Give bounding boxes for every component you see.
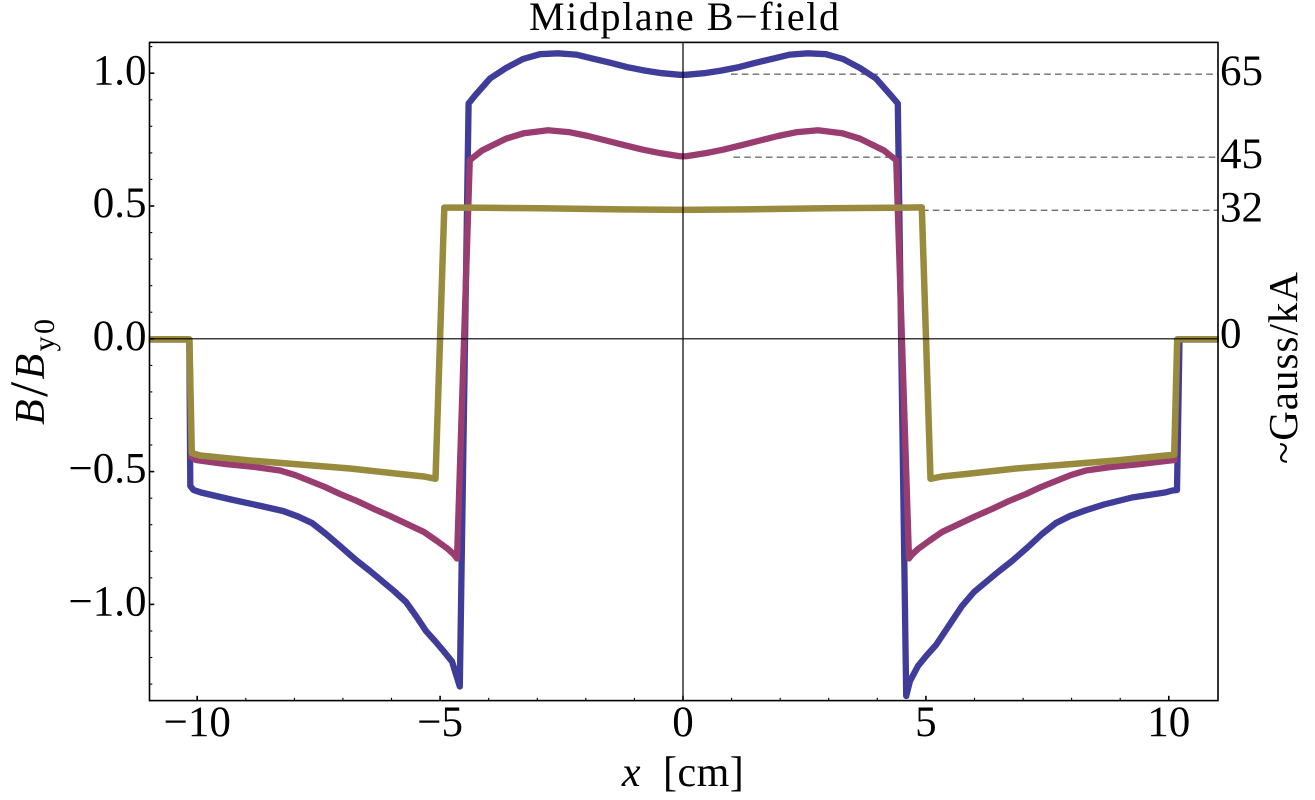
svg-text:−5: −5 — [417, 699, 463, 746]
svg-text:10: 10 — [1147, 699, 1190, 746]
svg-text:−10: −10 — [164, 699, 231, 746]
svg-text:Midplane B−field: Midplane B−field — [529, 0, 839, 39]
svg-text:−0.5: −0.5 — [68, 446, 146, 493]
svg-text:0: 0 — [1220, 311, 1242, 358]
svg-text:65: 65 — [1220, 48, 1263, 95]
svg-text:45: 45 — [1220, 131, 1263, 178]
svg-text:−1.0: −1.0 — [68, 579, 146, 626]
svg-text:0.0: 0.0 — [93, 313, 147, 360]
svg-text:0.5: 0.5 — [93, 180, 147, 227]
svg-text:[cm]: [cm] — [663, 750, 744, 796]
svg-text:0: 0 — [672, 699, 694, 746]
svg-text:~Gauss/kA: ~Gauss/kA — [1260, 272, 1306, 464]
svg-text:32: 32 — [1220, 184, 1263, 231]
svg-text:1.0: 1.0 — [93, 47, 147, 94]
svg-text:x: x — [621, 750, 641, 796]
svg-text:5: 5 — [915, 699, 937, 746]
